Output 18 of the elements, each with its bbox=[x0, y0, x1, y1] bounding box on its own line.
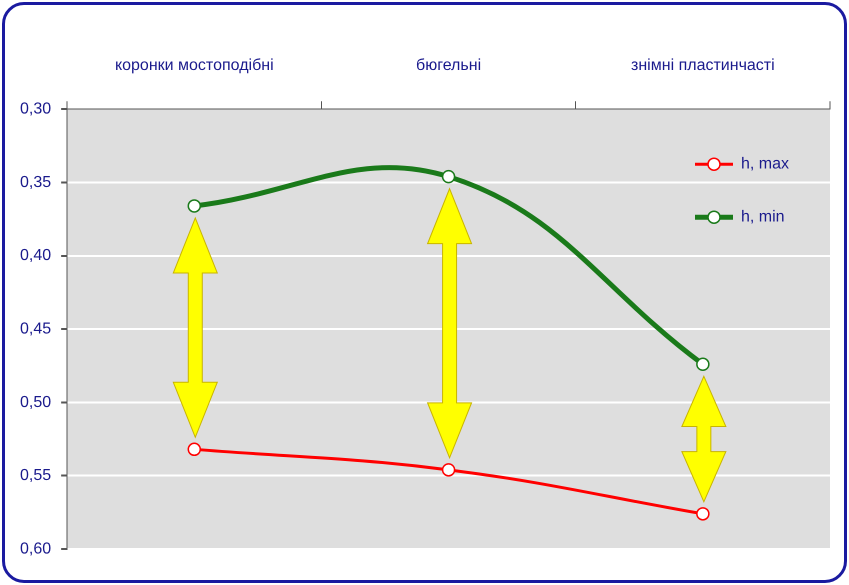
y-tick-label: 0,40 bbox=[20, 247, 52, 264]
legend-label: h, min bbox=[741, 208, 785, 226]
y-tick-label: 0,30 bbox=[20, 100, 52, 118]
point bbox=[696, 358, 710, 372]
legend-label: h, max bbox=[741, 156, 790, 173]
y-tick-label: 0,45 bbox=[20, 320, 52, 338]
x-tick-label: коронки мостоподібні bbox=[114, 57, 274, 74]
point bbox=[188, 199, 202, 213]
point bbox=[696, 507, 710, 521]
x-tick-label: бюгельні bbox=[416, 57, 482, 74]
y-tick-label: 0,55 bbox=[20, 467, 52, 484]
y-tick-label: 0,50 bbox=[20, 394, 52, 411]
y-tick-label: 0,35 bbox=[20, 174, 52, 191]
y-tick-label: 0,60 bbox=[20, 540, 52, 558]
point bbox=[188, 442, 202, 456]
point bbox=[442, 170, 456, 184]
point bbox=[442, 463, 456, 477]
x-tick-label: знімні пластинчасті bbox=[631, 57, 775, 74]
